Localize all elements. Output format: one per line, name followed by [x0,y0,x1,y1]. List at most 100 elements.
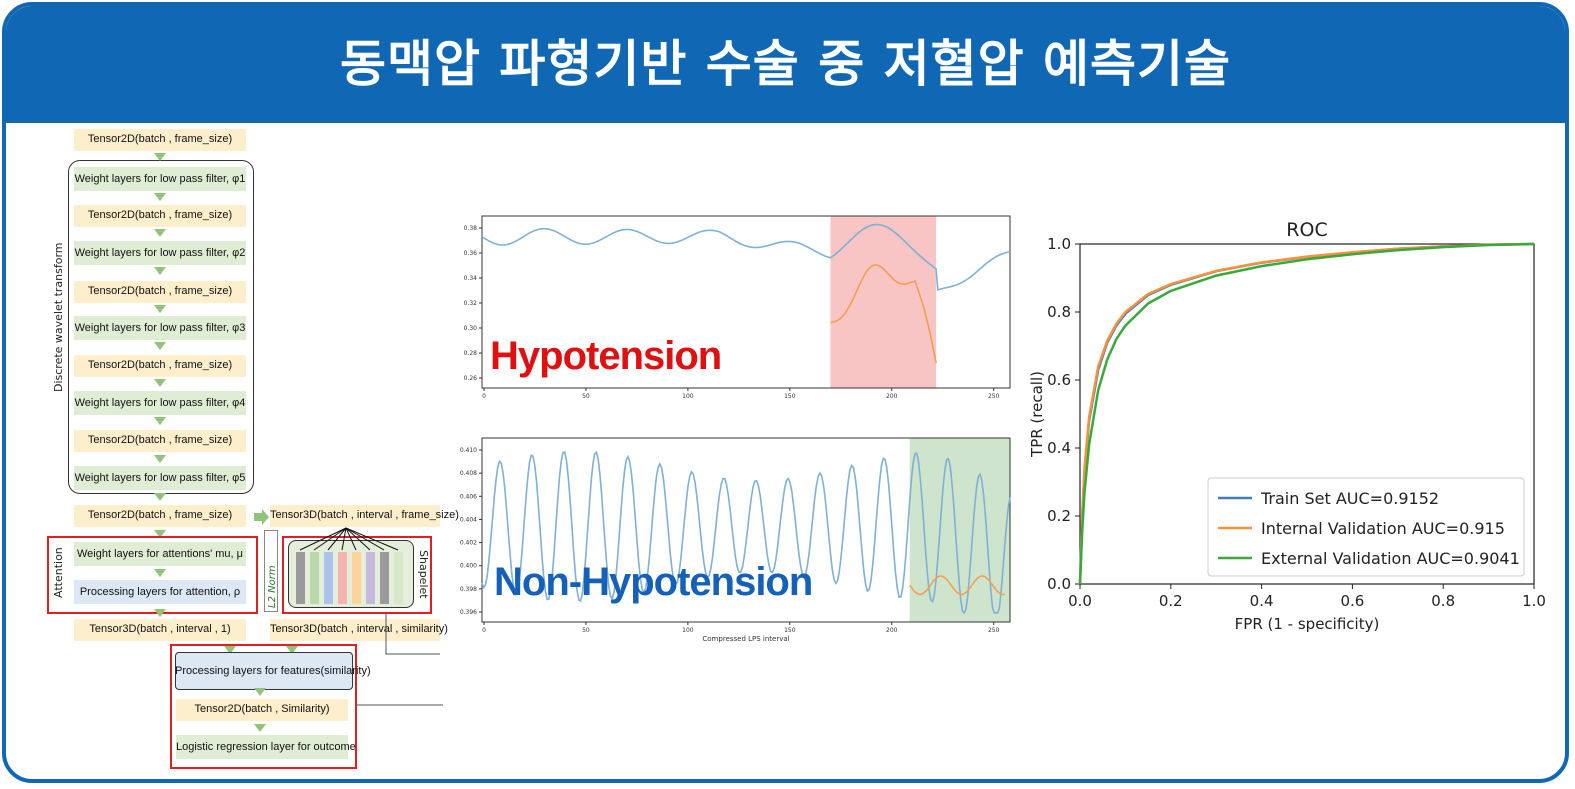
y-tick-label: 0.410 [460,447,477,454]
y-tick-label: 0.30 [464,325,478,332]
x-tick-label: 0 [482,627,486,634]
tensor-level-1: Tensor2D(batch , frame_size) [74,205,246,227]
y-tick-label: 0.32 [464,300,478,307]
shapelet-bar [338,552,347,604]
x-tick-label: 200 [886,627,898,634]
y-tick-label: 0.28 [464,350,478,357]
features-highlight [170,644,357,769]
attention-proc-box: Processing layers for attention, ρ [74,580,246,604]
x-tick-label: 50 [582,627,590,634]
flow-arrow [154,530,166,538]
chart-title: ROC [1286,219,1327,241]
l2norm-bracket [264,530,278,612]
tensor-level-5: Tensor2D(batch , frame_size) [74,505,246,527]
tensor-level-2: Tensor2D(batch , frame_size) [74,281,246,303]
l2norm-label: L2 Norm [267,565,278,608]
hypotension-label: Hypotension [490,334,722,378]
flow-arrow [254,688,266,696]
connector-line-2 [355,704,443,706]
y-axis-label: TPR (recall) [1028,371,1046,458]
non-hypotension-label: Non-Hypotension [494,560,813,604]
shapelet-bar [366,552,375,604]
y-tick-label: 0.404 [460,516,477,523]
x-tick-label: 0.2 [1159,592,1183,610]
x-tick-label: 0.0 [1068,592,1092,610]
tensor3d-similarity: Tensor3D(batch , interval , similarity) [270,619,448,641]
connector-lines [385,612,440,655]
waveform-line [481,450,1011,615]
flow-arrow [154,569,166,577]
shapelet-bar [310,552,319,604]
y-tick-label: 0.408 [460,470,477,477]
flow-arrow [154,305,166,313]
y-tick-label: 0.38 [464,225,478,232]
x-tick-label: 150 [784,627,796,634]
flow-arrow [154,193,166,201]
tensor-input: Tensor2D(batch , frame_size) [74,129,246,151]
weight-layer-2: Weight layers for low pass filter, φ2 [74,241,246,265]
flow-arrow [154,342,166,350]
flow-arrow [154,153,166,161]
y-tick-label: 0.402 [460,540,477,547]
y-tick-label: 0.2 [1047,507,1071,525]
weight-layer-1: Weight layers for low pass filter, φ1 [74,167,246,191]
legend-label: External Validation AUC=0.9041 [1261,549,1520,568]
x-tick-label: 1.0 [1522,592,1546,610]
y-tick-label: 0.396 [460,609,477,616]
shapelet-bar [296,552,305,604]
prediction-line [830,264,937,364]
right-arrow-icon [254,509,269,525]
flow-arrow [154,609,166,617]
shapelet-fan-lines [299,527,399,551]
flow-arrow [154,229,166,237]
dwt-label: Discrete wavelet transform [52,242,65,392]
tensor-level-4: Tensor2D(batch , frame_size) [74,430,246,452]
roc-series-line [1078,242,1535,585]
x-tick-label: 0 [482,393,486,400]
shapelet-label: Shapelet [417,550,430,599]
prediction-line [909,575,1005,596]
y-tick-label: 0.4 [1047,439,1071,457]
x-axis-label: Compressed LPS interval [702,635,789,643]
attention-label: Attention [52,547,65,598]
flow-arrow [154,379,166,387]
features-group [175,652,353,690]
y-tick-label: 0.398 [460,586,477,593]
y-tick-label: 0.34 [464,275,478,282]
y-tick-label: 0.0 [1047,575,1071,593]
tensor-level-3: Tensor2D(batch , frame_size) [74,355,246,377]
x-axis-label: FPR (1 - specificity) [1235,615,1380,633]
flow-arrow [154,493,166,501]
x-tick-label: 250 [988,627,1000,634]
flow-arrow [224,646,236,654]
non-hypotension-waveform-plot: 0.410 0.408 0.406 0.404 0.402 0.400 0.398 0.396… [460,437,1011,643]
flow-arrow [154,417,166,425]
page-title: 동맥압 파형기반 수술 중 저혈압 예측기술 [339,35,1232,93]
x-tick-label: 200 [886,393,898,400]
features-proc-box: Processing layers for features(similarit… [175,665,371,677]
flow-arrow [254,724,266,732]
y-tick-label: 0.406 [460,493,477,500]
highlight-region [830,216,937,388]
flow-arrow [154,267,166,275]
waveform-line [481,223,1011,291]
plot-frame [481,437,1011,623]
shapelet-bar [324,552,333,604]
x-tick-label: 100 [682,393,694,400]
x-tick-label: 0.4 [1250,592,1274,610]
x-tick-label: 250 [988,393,1000,400]
tensor3d-interval: Tensor3D(batch , interval , 1) [74,619,246,641]
x-tick-label: 50 [582,393,590,400]
y-tick-label: 0.8 [1047,303,1071,321]
shapelet-bar [352,552,361,604]
attention-highlight [47,536,258,614]
shapelet-highlight [282,536,432,614]
y-tick-label: 0.6 [1047,371,1071,389]
x-tick-label: 0.6 [1340,592,1364,610]
weight-layer-3: Weight layers for low pass filter, φ3 [74,316,246,340]
x-tick-label: 0.8 [1431,592,1455,610]
x-tick-label: 150 [784,393,796,400]
y-tick-label: 1.0 [1047,235,1071,253]
y-tick-label: 0.26 [464,375,478,382]
hypotension-waveform-plot: 0.38 0.36 0.34 0.32 0.30 0.28 0.26 0 50 100 150 200… [464,215,1011,400]
